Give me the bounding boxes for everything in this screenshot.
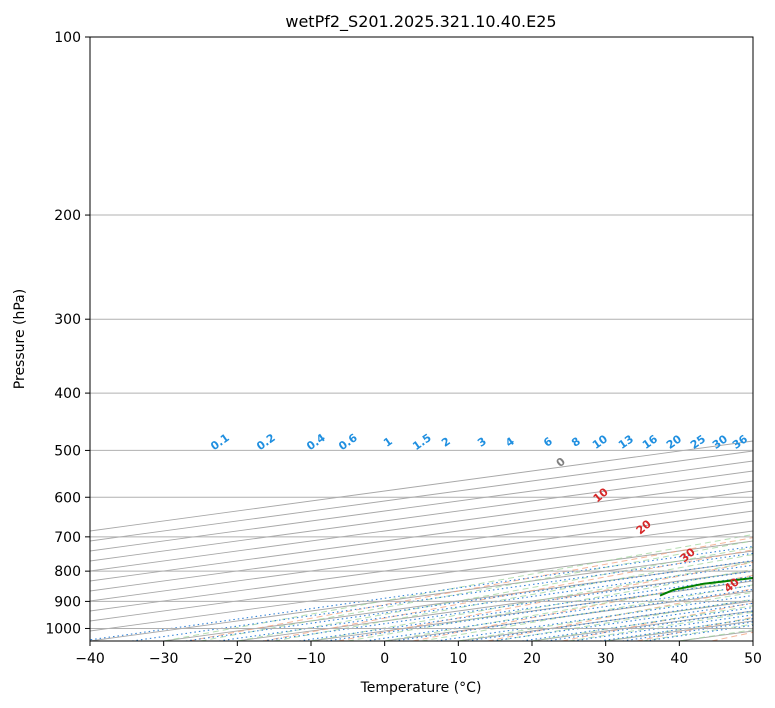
mixing-ratio-line	[326, 579, 753, 641]
x-tick-label: 40	[670, 651, 688, 667]
axis-ticks: −40 −30 −20 −10 0 10 20 30 40 50 1000 900 800 700 600 5…	[45, 30, 762, 667]
y-tick-label: 500	[54, 443, 81, 459]
y-tick-label: 800	[54, 564, 81, 580]
x-tick-label: −30	[149, 651, 179, 667]
moist-adiabat-line	[421, 584, 753, 641]
moist-adiabat-line	[347, 568, 753, 641]
y-tick-label: 600	[54, 490, 81, 506]
y-tick-label: 1000	[45, 621, 81, 637]
isotherm-line	[90, 510, 753, 602]
y-axis-title: Pressure (hPa)	[12, 289, 28, 389]
mixing-ratio-line	[131, 552, 753, 641]
x-tick-label: 30	[597, 651, 615, 667]
mixing-ratio-line	[394, 588, 753, 641]
isotherm-line	[90, 490, 753, 582]
isotherm-line	[90, 500, 753, 592]
chart-title: wetPf2_S201.2025.321.10.40.E25	[285, 12, 556, 32]
moist-adiabat-line	[237, 546, 753, 641]
isotherm-line	[90, 520, 753, 612]
isotherm-line	[90, 480, 753, 572]
isotherm-line	[90, 530, 753, 622]
y-tick-label: 300	[54, 312, 81, 328]
x-tick-label: 0	[380, 651, 389, 667]
x-tick-label: −40	[75, 651, 105, 667]
background-lines	[90, 440, 753, 641]
mixing-ratio-line	[365, 584, 753, 641]
plot-frame	[89, 36, 754, 642]
pressure-gridlines	[90, 37, 753, 629]
isotherm-line	[90, 450, 753, 542]
x-tick-label: −10	[296, 651, 326, 667]
x-tick-label: 10	[449, 651, 467, 667]
y-tick-label: 200	[54, 208, 81, 224]
x-axis-title: Temperature (°C)	[360, 680, 482, 696]
x-tick-label: 20	[523, 651, 541, 667]
x-tick-label: −20	[223, 651, 253, 667]
y-tick-label: 400	[54, 386, 81, 402]
y-tick-label: 900	[54, 594, 81, 610]
y-tick-label: 100	[54, 30, 81, 46]
moist-adiabat-line	[163, 534, 753, 641]
isotherm-line	[90, 460, 753, 552]
mixing-ratio-line	[436, 594, 753, 641]
y-tick-label: 700	[54, 530, 81, 546]
x-tick-label: 50	[744, 651, 762, 667]
isotherm-line	[90, 470, 753, 562]
